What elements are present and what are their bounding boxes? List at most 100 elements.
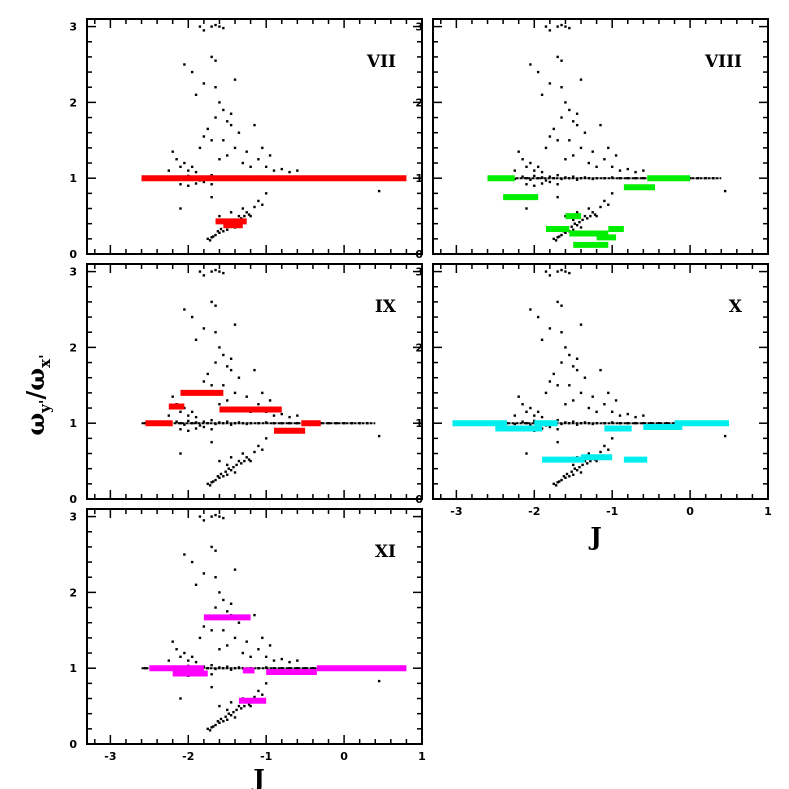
scatter-point	[190, 560, 194, 564]
scatter-point	[536, 165, 540, 169]
scatter-point	[552, 127, 555, 131]
scatter-point	[288, 170, 291, 174]
scatter-point	[603, 444, 606, 448]
scatter-point	[572, 473, 575, 476]
scatter-point	[554, 484, 558, 487]
scatter-point	[513, 169, 517, 172]
scatter-point	[229, 357, 233, 360]
scatter-point	[296, 169, 299, 172]
scatter-point	[529, 308, 532, 311]
scatter-point	[593, 213, 597, 216]
x-tick-label: 0	[686, 505, 694, 518]
scatter-point	[218, 721, 221, 724]
panel-label: XI	[375, 542, 396, 562]
y-tick-label: 3	[69, 511, 77, 524]
scatter-point	[214, 576, 217, 579]
scatter-point	[179, 697, 182, 700]
scatter-point	[171, 640, 174, 643]
scatter-point	[560, 23, 563, 27]
scatter-point	[226, 154, 229, 157]
scatter-point	[214, 59, 217, 62]
scatter-point	[564, 346, 567, 349]
scatter-point	[614, 399, 618, 402]
scatter-point	[657, 421, 661, 425]
scatter-point	[296, 414, 299, 417]
x-tick-label: -2	[528, 505, 540, 518]
panels-group: 0 1 2 3 VII 0 1 2 3 VIII 0 1 2 3 IX 0 1 2 3 -3 -2 -1 0 1 X 0 1 2 3 -3…	[69, 18, 772, 763]
scatter-point	[183, 161, 186, 165]
scatter-point	[554, 239, 558, 242]
scatter-point	[583, 376, 587, 379]
scatter-point	[240, 462, 243, 465]
scatter-point	[377, 434, 381, 438]
scatter-point	[206, 727, 209, 731]
scatter-point	[208, 729, 212, 732]
scatter-point	[190, 315, 194, 319]
scatter-point	[179, 428, 182, 431]
scatter-point	[198, 515, 202, 518]
scatter-point	[202, 519, 206, 522]
scatter-point	[533, 174, 536, 178]
scatter-point	[179, 165, 182, 169]
scatter-point	[202, 380, 206, 383]
scatter-point	[544, 270, 548, 273]
scatter-point	[568, 475, 571, 478]
scatter-point	[214, 549, 217, 552]
scatter-point	[591, 211, 594, 214]
scatter-point	[261, 146, 264, 150]
scatter-point	[222, 230, 225, 233]
scatter-point	[202, 29, 206, 32]
scatter-point	[525, 183, 528, 186]
scatter-point	[179, 207, 182, 210]
scatter-point	[233, 146, 237, 150]
scatter-point	[229, 123, 233, 127]
y-axis-label-numerator-sub: y'	[36, 400, 54, 414]
scatter-point	[272, 169, 276, 172]
scatter-point	[202, 420, 206, 423]
scatter-point	[572, 399, 575, 402]
scatter-point	[665, 421, 668, 425]
scatter-point	[183, 553, 186, 556]
scatter-point	[560, 59, 563, 62]
scatter-point	[610, 165, 614, 169]
scatter-point	[210, 236, 213, 239]
scatter-point	[261, 391, 264, 395]
scatter-point	[261, 203, 264, 206]
scatter-point	[264, 165, 268, 169]
scatter-point	[560, 304, 563, 307]
scatter-point	[229, 713, 233, 717]
panel-ix: 0 1 2 3 IX	[69, 263, 423, 506]
scatter-point	[210, 481, 213, 484]
scatter-point	[216, 230, 220, 233]
scatter-point	[556, 25, 559, 28]
scatter-point	[208, 239, 212, 242]
scatter-point	[253, 123, 256, 127]
scatter-point	[253, 695, 256, 699]
scatter-point	[568, 26, 571, 30]
scatter-point	[227, 712, 230, 715]
y-axis-label-slash: /	[21, 391, 50, 400]
scatter-point	[525, 410, 528, 414]
scatter-point	[247, 458, 251, 461]
x-tick-label: -1	[260, 750, 272, 763]
scatter-point	[247, 703, 251, 706]
scatter-point	[568, 139, 571, 142]
scatter-point	[202, 572, 206, 575]
scatter-point	[214, 233, 217, 237]
scatter-point	[642, 176, 645, 180]
scatter-point	[179, 452, 182, 455]
scatter-point	[202, 327, 206, 330]
scatter-point	[237, 131, 241, 134]
x-tick-label: -2	[182, 750, 194, 763]
scatter-point	[642, 169, 645, 172]
scatter-point	[568, 353, 571, 357]
scatter-point	[179, 655, 182, 659]
svg-text:ωy'/ωx': ωy'/ωx'	[21, 354, 54, 435]
y-tick-label: 1	[415, 417, 423, 430]
scatter-point	[210, 428, 213, 431]
scatter-point	[214, 268, 217, 272]
scatter-point	[533, 414, 536, 417]
scatter-point	[575, 368, 579, 372]
scatter-point	[187, 414, 190, 417]
scatter-point	[583, 459, 587, 463]
